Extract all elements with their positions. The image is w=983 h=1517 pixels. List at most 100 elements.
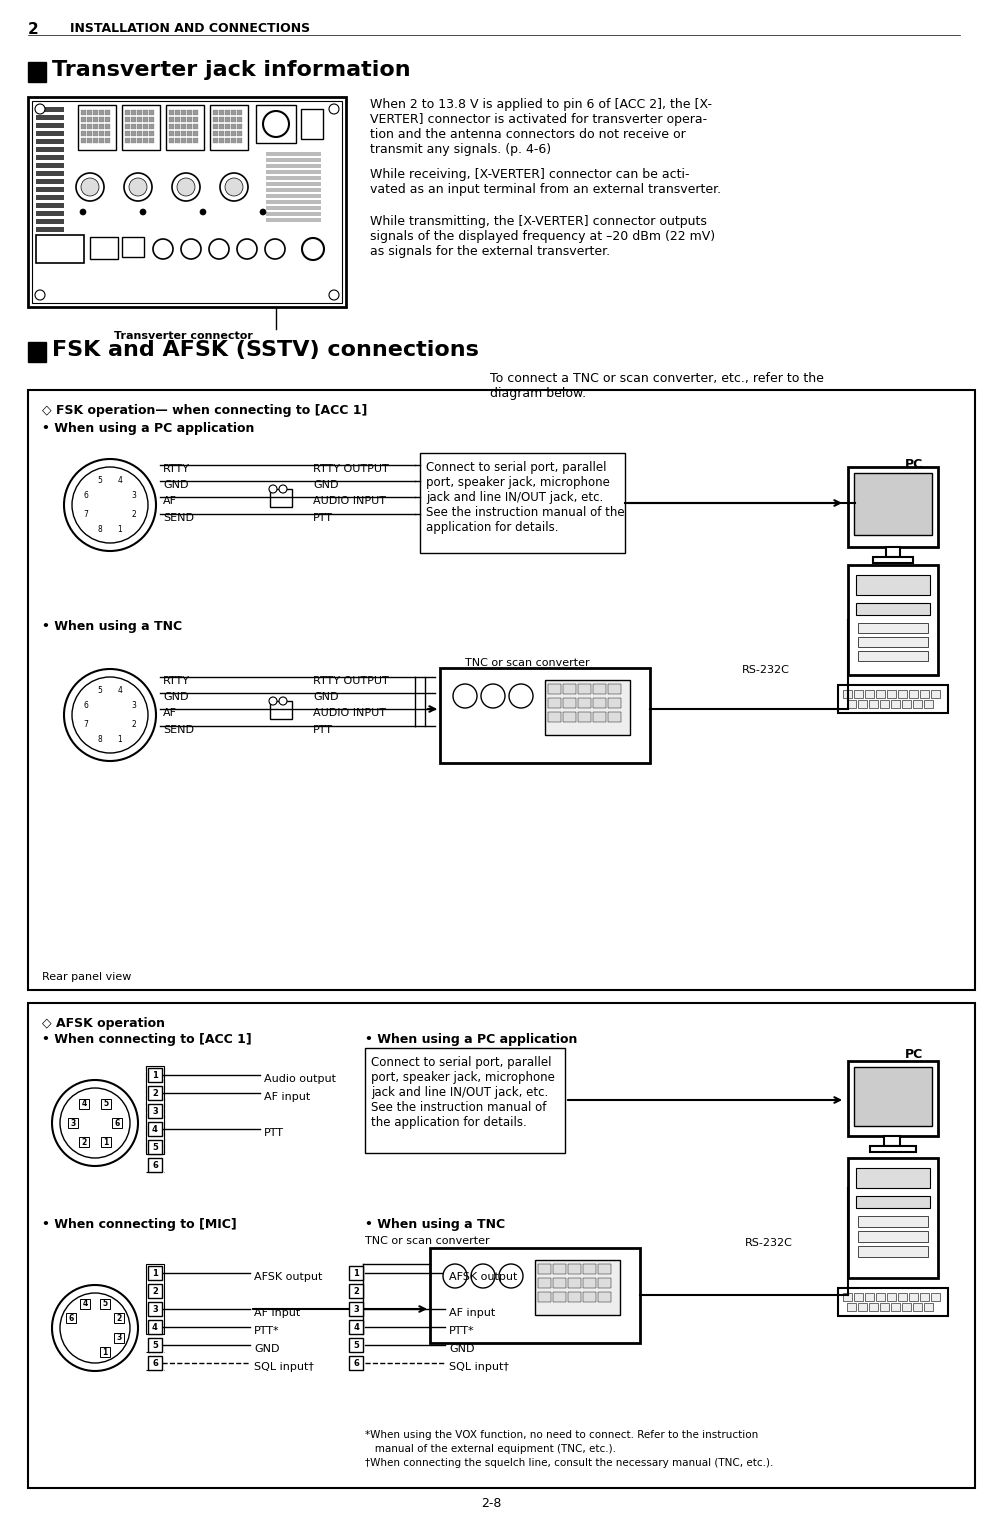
Bar — [105, 124, 110, 129]
Text: 8: 8 — [97, 525, 102, 534]
Bar — [538, 1292, 551, 1302]
Bar — [598, 1292, 611, 1302]
Bar — [535, 1261, 620, 1315]
Bar — [266, 158, 321, 162]
Bar — [80, 1299, 90, 1309]
Bar — [36, 108, 64, 112]
Bar — [148, 1123, 162, 1136]
Bar — [237, 124, 242, 129]
Text: 6: 6 — [69, 1314, 74, 1323]
Bar — [266, 218, 321, 221]
Bar — [112, 1118, 122, 1129]
Text: RTTY OUTPUT: RTTY OUTPUT — [313, 464, 388, 473]
Bar — [563, 684, 576, 693]
Bar — [99, 130, 104, 137]
Bar — [856, 602, 930, 614]
Circle shape — [220, 173, 248, 200]
Text: 4: 4 — [152, 1124, 158, 1133]
Bar — [256, 105, 296, 143]
Text: AF input: AF input — [264, 1092, 311, 1101]
Bar — [36, 196, 64, 200]
Circle shape — [509, 684, 533, 708]
Bar — [858, 699, 867, 708]
Bar — [854, 1292, 863, 1302]
Bar — [137, 138, 142, 143]
Bar — [148, 1320, 162, 1333]
Bar — [225, 111, 230, 115]
Text: Transverter connector: Transverter connector — [114, 331, 253, 341]
Bar — [301, 109, 323, 140]
Bar — [578, 698, 591, 708]
Bar — [365, 1048, 565, 1153]
Bar — [146, 1264, 164, 1333]
Bar — [902, 699, 911, 708]
Circle shape — [499, 1264, 523, 1288]
Circle shape — [329, 290, 339, 300]
Bar — [563, 698, 576, 708]
Text: 1: 1 — [118, 525, 122, 534]
Bar — [858, 1245, 928, 1258]
Bar — [231, 124, 236, 129]
Bar — [266, 152, 321, 156]
Text: Audio output: Audio output — [264, 1074, 336, 1085]
Text: GND: GND — [163, 692, 189, 702]
Bar — [266, 206, 321, 209]
Bar — [143, 130, 148, 137]
Bar — [169, 138, 174, 143]
Bar — [175, 130, 180, 137]
Circle shape — [329, 105, 339, 114]
Bar — [856, 575, 930, 595]
Bar — [231, 130, 236, 137]
Text: 4: 4 — [83, 1300, 87, 1309]
Bar — [175, 124, 180, 129]
Bar — [349, 1302, 363, 1317]
Bar — [169, 117, 174, 121]
Bar — [175, 138, 180, 143]
Bar — [920, 690, 929, 698]
Bar — [193, 138, 198, 143]
Bar — [193, 111, 198, 115]
Text: Connect to serial port, parallel
port, speaker jack, microphone
jack and line IN: Connect to serial port, parallel port, s… — [371, 1056, 554, 1129]
Bar — [266, 212, 321, 215]
Bar — [237, 111, 242, 115]
Bar — [36, 147, 64, 152]
Text: While transmitting, the [X-VERTER] connector outputs
signals of the displayed fr: While transmitting, the [X-VERTER] conne… — [370, 215, 715, 258]
Circle shape — [52, 1080, 138, 1167]
Bar — [593, 698, 606, 708]
Text: GND: GND — [163, 479, 189, 490]
Bar — [843, 1292, 852, 1302]
Bar — [131, 117, 136, 121]
Text: GND: GND — [313, 479, 338, 490]
Bar — [131, 111, 136, 115]
Circle shape — [140, 209, 146, 215]
Text: 6: 6 — [84, 701, 88, 710]
Text: • When using a PC application: • When using a PC application — [42, 422, 255, 435]
Bar — [87, 124, 92, 129]
Bar — [876, 690, 885, 698]
Text: Transverter jack information: Transverter jack information — [52, 61, 411, 80]
Bar — [898, 1292, 907, 1302]
Bar — [149, 117, 154, 121]
Text: • When using a TNC: • When using a TNC — [365, 1218, 505, 1230]
Bar — [137, 111, 142, 115]
Bar — [137, 130, 142, 137]
Bar — [608, 684, 621, 693]
Text: AF: AF — [163, 496, 177, 507]
Circle shape — [209, 240, 229, 259]
Bar — [843, 690, 852, 698]
Text: AFSK output: AFSK output — [449, 1271, 517, 1282]
Circle shape — [81, 177, 99, 196]
Text: 3: 3 — [152, 1305, 158, 1314]
Bar — [887, 1292, 896, 1302]
Bar — [166, 105, 204, 150]
Text: 2: 2 — [353, 1286, 359, 1296]
Bar — [148, 1104, 162, 1118]
Bar — [125, 124, 130, 129]
Text: RS-232C: RS-232C — [742, 664, 790, 675]
Text: 3: 3 — [132, 701, 137, 710]
Circle shape — [60, 1292, 130, 1362]
Text: 5: 5 — [97, 476, 102, 485]
Bar — [169, 124, 174, 129]
Bar — [909, 690, 918, 698]
Bar — [213, 111, 218, 115]
